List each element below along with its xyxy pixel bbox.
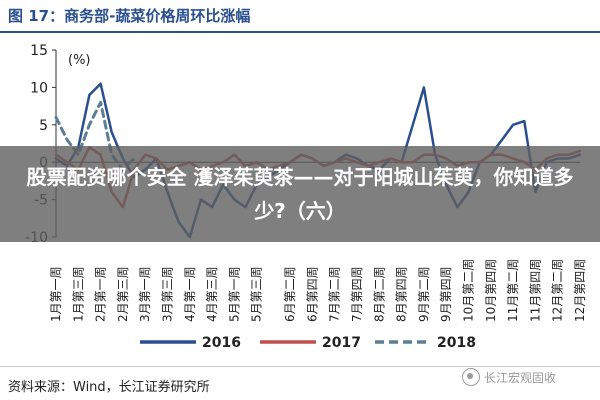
x-tick-label: 9月第二周 — [417, 266, 431, 322]
legend-label-2018: 2018 — [437, 335, 476, 351]
x-tick-label: 1月第一周 — [49, 266, 63, 322]
x-tick-label: 11月第四周 — [528, 259, 542, 322]
x-tick-label: 7月第二周 — [328, 266, 342, 322]
x-tick-label: 1月第三周 — [71, 266, 85, 322]
x-tick-label: 4月第三周 — [205, 266, 219, 322]
x-tick-label: 12月第四周 — [573, 259, 587, 322]
x-tick-label: 6月第二周 — [283, 266, 297, 322]
chart-legend: 2016 2017 2018 — [140, 335, 476, 351]
y-tick-label: 10 — [30, 80, 48, 96]
x-tick-label: 5月第三周 — [250, 266, 264, 322]
x-tick-label: 2月第三周 — [116, 266, 130, 322]
headline-overlay: 股票配资哪个安全 濩泽茱萸茶——对于阳城山茱萸，你知道多少?（六） — [0, 146, 600, 242]
x-tick-label: 9月第四周 — [439, 266, 453, 322]
x-tick-label: 12月第二周 — [551, 259, 565, 322]
x-tick-label: 5月第一周 — [227, 266, 241, 322]
watermark-text: 长江宏观固收 — [484, 370, 557, 385]
x-tick-label: 3月第一周 — [138, 266, 152, 322]
chart-title: 图 17：商务部-蔬菜价格周环比涨幅 — [8, 7, 251, 25]
watermark: 长江宏观固收 — [462, 368, 556, 386]
x-tick-label: 8月第四周 — [395, 266, 409, 322]
x-tick-label: 10月第二周 — [462, 259, 476, 322]
x-tick-label: 3月第三周 — [160, 266, 174, 322]
y-tick-label: 15 — [30, 43, 48, 59]
x-tick-label: 10月第四周 — [484, 259, 498, 322]
y-axis-label: (%) — [68, 53, 91, 68]
source-divider — [0, 366, 600, 367]
chart-axes: -10-5051015(%)1月第一周1月第三周2月第一周2月第三周3月第一周3… — [25, 43, 587, 322]
x-tick-label: 7月第四周 — [350, 266, 364, 322]
wechat-logo-icon — [462, 368, 480, 386]
legend-label-2016: 2016 — [202, 335, 241, 351]
title-divider — [0, 31, 600, 33]
y-tick-label: 5 — [39, 118, 48, 134]
x-tick-label: 2月第一周 — [94, 266, 108, 322]
headline-text: 股票配资哪个安全 濩泽茱萸茶——对于阳城山茱萸，你知道多少?（六） — [26, 165, 574, 223]
source-note: 资料来源：Wind，长江证券研究所 — [8, 380, 210, 395]
x-tick-label: 11月第二周 — [506, 259, 520, 322]
legend-label-2017: 2017 — [322, 335, 361, 351]
x-tick-label: 4月第一周 — [183, 266, 197, 322]
x-tick-label: 6月第四周 — [305, 266, 319, 322]
x-tick-label: 8月第二周 — [372, 266, 386, 322]
